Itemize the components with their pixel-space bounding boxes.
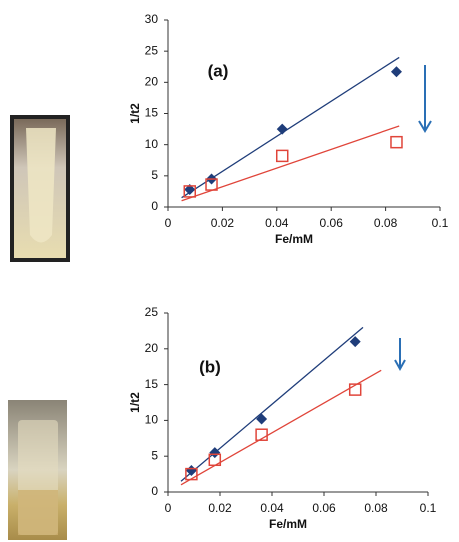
photo-tube <box>10 115 70 262</box>
x-tick-label: 0.06 <box>312 501 336 515</box>
x-tick-label: 0.08 <box>364 501 388 515</box>
point <box>276 123 288 135</box>
point <box>185 467 198 481</box>
arrow-a <box>418 65 432 133</box>
trendline <box>180 369 382 486</box>
y-tick-label: 0 <box>151 199 158 213</box>
y-tick-label: 25 <box>145 305 159 319</box>
y-tick-label: 5 <box>151 448 158 462</box>
point <box>183 185 197 198</box>
y-tick-label: 15 <box>145 377 159 391</box>
x-tick-label: 0 <box>165 216 172 230</box>
point <box>390 135 403 149</box>
point <box>205 178 218 191</box>
x-tick-label: 0.1 <box>432 216 449 230</box>
x-tick-label: 0.08 <box>374 216 398 230</box>
x-axis-label: Fe/mM <box>269 517 307 531</box>
point <box>390 66 402 78</box>
y-tick-label: 10 <box>145 137 159 151</box>
photo-vial <box>8 400 67 540</box>
point <box>209 447 221 459</box>
trendline <box>181 56 400 199</box>
x-tick-label: 0.02 <box>208 501 232 515</box>
point <box>208 453 222 467</box>
trendline <box>181 125 400 202</box>
x-tick-label: 0.02 <box>211 216 235 230</box>
point <box>184 184 196 196</box>
y-tick-label: 20 <box>145 341 159 355</box>
y-tick-label: 10 <box>145 413 159 427</box>
x-axis-label: Fe/mM <box>275 232 313 246</box>
x-tick-label: 0.04 <box>260 501 284 515</box>
x-tick-label: 0 <box>165 501 172 515</box>
x-tick-label: 0.04 <box>265 216 289 230</box>
y-tick-label: 5 <box>151 168 158 182</box>
x-tick-label: 0.1 <box>420 501 437 515</box>
y-tick-label: 0 <box>151 484 158 498</box>
y-tick-label: 20 <box>145 75 159 89</box>
point <box>348 383 362 396</box>
annotation: (b) <box>199 357 221 376</box>
x-tick-label: 0.06 <box>320 216 344 230</box>
point <box>275 149 289 163</box>
point <box>256 413 268 425</box>
y-axis-label: 1/t2 <box>128 103 142 124</box>
point <box>349 336 361 348</box>
arrow-b <box>394 338 406 372</box>
point <box>185 465 197 477</box>
annotation: (a) <box>208 61 229 80</box>
y-tick-label: 15 <box>145 106 159 120</box>
y-tick-label: 30 <box>145 12 159 26</box>
point <box>255 428 268 441</box>
y-tick-label: 25 <box>145 43 159 57</box>
trendline <box>180 326 364 482</box>
y-axis-label: 1/t2 <box>128 392 142 413</box>
